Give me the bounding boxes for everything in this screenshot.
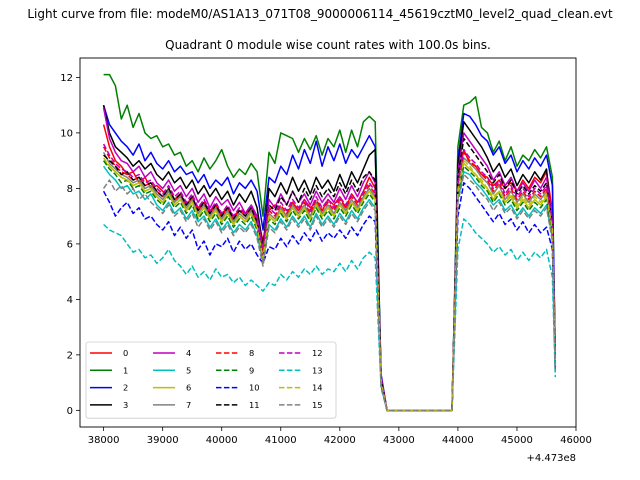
x-tick-label: 46000 <box>560 435 592 446</box>
y-tick-label: 8 <box>67 184 73 195</box>
series-line-12 <box>102 143 557 412</box>
plot-area: 38000 39000 40000 41000 42000 43000 44000 45000… <box>60 57 592 464</box>
legend-label-15: 15 <box>312 400 323 410</box>
x-tick-label: 40000 <box>206 435 238 446</box>
axes-frame <box>79 57 577 428</box>
x-tick-label: 42000 <box>324 435 356 446</box>
x-tick-label: 45000 <box>501 435 533 446</box>
figure-suptitle: Light curve from file: modeM0/AS1A13_071… <box>27 7 613 21</box>
legend-box <box>85 341 337 419</box>
y-tick-label: 4 <box>67 295 73 306</box>
legend-label-2: 2 <box>123 383 128 393</box>
legend-label-3: 3 <box>123 400 128 410</box>
legend-label-1: 1 <box>123 365 128 375</box>
series-line-8 <box>102 146 557 412</box>
legend-label-11: 11 <box>249 400 260 410</box>
series-line-11 <box>103 137 557 412</box>
y-tick-label: 12 <box>60 73 73 84</box>
legend-label-9: 9 <box>249 365 254 375</box>
legend-label-6: 6 <box>186 383 191 393</box>
legend-label-7: 7 <box>186 400 191 410</box>
legend-label-5: 5 <box>186 365 191 375</box>
legend-label-12: 12 <box>312 348 323 358</box>
chart-title: Quadrant 0 module wise count rates with … <box>165 38 491 52</box>
series-line-2 <box>102 104 557 412</box>
legend-label-0: 0 <box>123 348 128 358</box>
x-axis-offset-label: +4.473e8 <box>526 453 576 464</box>
y-tick-label: 2 <box>67 350 73 361</box>
series-line-15 <box>102 173 557 412</box>
series-line-10 <box>102 182 557 412</box>
series-line-14 <box>102 157 557 412</box>
y-tick-label: 10 <box>60 128 73 139</box>
x-tick-label: 38000 <box>88 435 120 446</box>
series-line-5 <box>102 165 557 412</box>
legend-label-10: 10 <box>249 383 260 393</box>
series-line-4 <box>102 107 557 412</box>
legend-label-8: 8 <box>249 348 254 358</box>
x-tick-label: 44000 <box>442 435 474 446</box>
x-tick-label: 41000 <box>265 435 297 446</box>
legend-label-14: 14 <box>312 383 323 393</box>
legend-label-13: 13 <box>312 365 323 375</box>
tick-labels: 38000 39000 40000 41000 42000 43000 44000 45000… <box>60 73 592 446</box>
series-line-1 <box>103 73 557 412</box>
y-tick-label: 0 <box>67 406 73 417</box>
series-lines <box>102 73 557 412</box>
tick-marks <box>76 77 577 431</box>
series-line-13 <box>103 218 557 412</box>
series-line-7 <box>102 151 557 412</box>
x-tick-label: 43000 <box>383 435 415 446</box>
x-tick-label: 39000 <box>147 435 179 446</box>
series-line-9 <box>102 160 557 412</box>
legend-label-4: 4 <box>186 348 191 358</box>
y-tick-label: 6 <box>67 239 73 250</box>
series-line-3 <box>102 105 557 412</box>
